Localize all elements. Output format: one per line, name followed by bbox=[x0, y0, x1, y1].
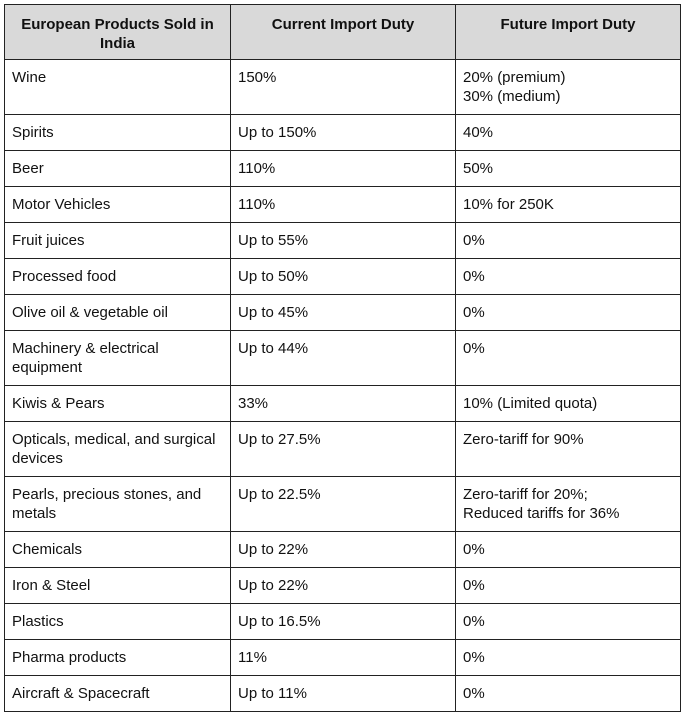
product-cell: Aircraft & Spacecraft bbox=[4, 675, 231, 712]
future-duty-line: 30% (medium) bbox=[463, 88, 561, 105]
product-cell: Machinery & electrical equipment bbox=[4, 330, 231, 386]
table-row: Aircraft & Spacecraft Up to 11% 0% bbox=[4, 675, 681, 712]
current-duty-cell: Up to 22.5% bbox=[230, 476, 456, 532]
header-future-duty: Future Import Duty bbox=[455, 4, 681, 60]
current-duty-cell: 110% bbox=[230, 186, 456, 223]
table-row: Olive oil & vegetable oil Up to 45% 0% bbox=[4, 294, 681, 331]
future-duty-cell: 50% bbox=[455, 150, 681, 187]
current-duty-cell: Up to 27.5% bbox=[230, 421, 456, 477]
current-duty-cell: Up to 45% bbox=[230, 294, 456, 331]
current-duty-cell: Up to 44% bbox=[230, 330, 456, 386]
product-cell: Wine bbox=[4, 59, 231, 115]
table-row: Chemicals Up to 22% 0% bbox=[4, 531, 681, 568]
import-duty-table: European Products Sold in India Current … bbox=[4, 4, 681, 712]
table-row: Iron & Steel Up to 22% 0% bbox=[4, 567, 681, 604]
product-cell: Beer bbox=[4, 150, 231, 187]
current-duty-cell: Up to 22% bbox=[230, 531, 456, 568]
product-cell: Opticals, medical, and surgical devices bbox=[4, 421, 231, 477]
future-duty-line: 20% (premium) bbox=[463, 69, 566, 86]
product-cell: Chemicals bbox=[4, 531, 231, 568]
product-cell: Fruit juices bbox=[4, 222, 231, 259]
current-duty-cell: 11% bbox=[230, 639, 456, 676]
future-duty-cell: 10% (Limited quota) bbox=[455, 385, 681, 422]
current-duty-cell: 110% bbox=[230, 150, 456, 187]
product-cell: Iron & Steel bbox=[4, 567, 231, 604]
future-duty-cell: 0% bbox=[455, 330, 681, 386]
current-duty-cell: Up to 55% bbox=[230, 222, 456, 259]
future-duty-cell: 0% bbox=[455, 258, 681, 295]
table-row: Fruit juices Up to 55% 0% bbox=[4, 222, 681, 259]
future-duty-cell: 10% for 250K bbox=[455, 186, 681, 223]
product-cell: Olive oil & vegetable oil bbox=[4, 294, 231, 331]
header-product: European Products Sold in India bbox=[4, 4, 231, 60]
future-duty-cell: 0% bbox=[455, 675, 681, 712]
product-cell: Pharma products bbox=[4, 639, 231, 676]
table-row: Processed food Up to 50% 0% bbox=[4, 258, 681, 295]
current-duty-cell: 150% bbox=[230, 59, 456, 115]
header-row: European Products Sold in India Current … bbox=[4, 4, 681, 60]
future-duty-cell: 0% bbox=[455, 639, 681, 676]
table-row: Spirits Up to 150% 40% bbox=[4, 114, 681, 151]
product-cell: Processed food bbox=[4, 258, 231, 295]
table-row: Pearls, precious stones, and metals Up t… bbox=[4, 476, 681, 532]
table-row: Wine 150% 20% (premium) 30% (medium) bbox=[4, 59, 681, 115]
product-cell: Motor Vehicles bbox=[4, 186, 231, 223]
current-duty-cell: Up to 22% bbox=[230, 567, 456, 604]
future-duty-cell: 0% bbox=[455, 603, 681, 640]
future-duty-cell: 40% bbox=[455, 114, 681, 151]
current-duty-cell: 33% bbox=[230, 385, 456, 422]
future-duty-cell: 0% bbox=[455, 531, 681, 568]
table-row: Machinery & electrical equipment Up to 4… bbox=[4, 330, 681, 386]
product-cell: Plastics bbox=[4, 603, 231, 640]
table-row: Opticals, medical, and surgical devices … bbox=[4, 421, 681, 477]
current-duty-cell: Up to 16.5% bbox=[230, 603, 456, 640]
table-row: Plastics Up to 16.5% 0% bbox=[4, 603, 681, 640]
table-row: Pharma products 11% 0% bbox=[4, 639, 681, 676]
product-cell: Kiwis & Pears bbox=[4, 385, 231, 422]
future-duty-cell: Zero-tariff for 90% bbox=[455, 421, 681, 477]
future-duty-line: Reduced tariffs for 36% bbox=[463, 505, 620, 522]
current-duty-cell: Up to 150% bbox=[230, 114, 456, 151]
future-duty-cell: Zero-tariff for 20%; Reduced tariffs for… bbox=[455, 476, 681, 532]
current-duty-cell: Up to 11% bbox=[230, 675, 456, 712]
future-duty-line: Zero-tariff for 20%; bbox=[463, 486, 588, 503]
future-duty-cell: 20% (premium) 30% (medium) bbox=[455, 59, 681, 115]
table-row: Beer 110% 50% bbox=[4, 150, 681, 187]
future-duty-cell: 0% bbox=[455, 294, 681, 331]
product-cell: Pearls, precious stones, and metals bbox=[4, 476, 231, 532]
table-row: Kiwis & Pears 33% 10% (Limited quota) bbox=[4, 385, 681, 422]
future-duty-cell: 0% bbox=[455, 567, 681, 604]
header-current-duty: Current Import Duty bbox=[230, 4, 456, 60]
future-duty-cell: 0% bbox=[455, 222, 681, 259]
current-duty-cell: Up to 50% bbox=[230, 258, 456, 295]
product-cell: Spirits bbox=[4, 114, 231, 151]
table-row: Motor Vehicles 110% 10% for 250K bbox=[4, 186, 681, 223]
